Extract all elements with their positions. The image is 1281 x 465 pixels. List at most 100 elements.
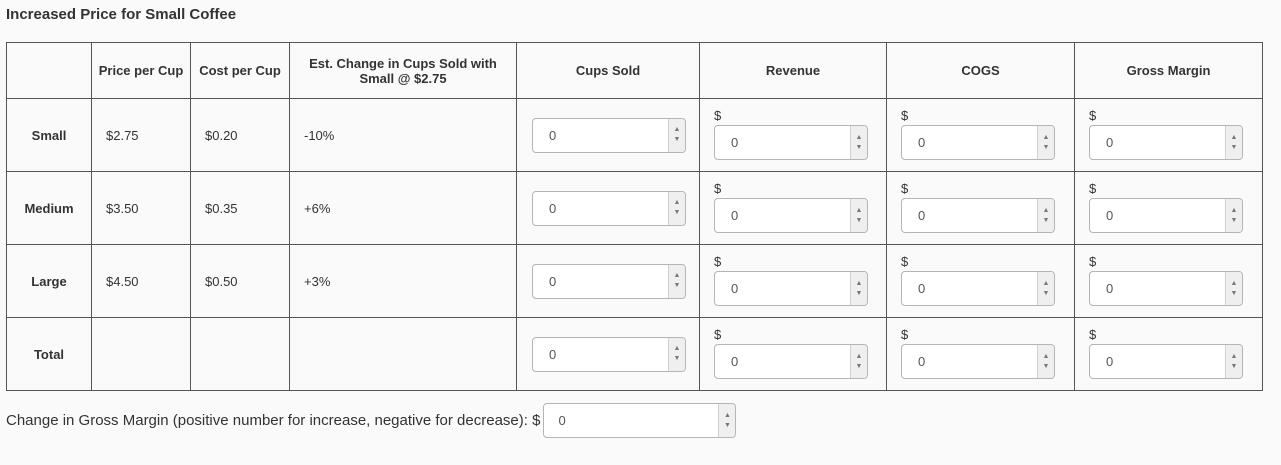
column-header: COGS (886, 42, 1075, 99)
est-change (289, 317, 517, 391)
spin-down-icon[interactable]: ▼ (1042, 216, 1050, 224)
currency-symbol: $ (714, 254, 722, 269)
spinner[interactable]: ▲ ▼ (718, 404, 736, 437)
column-header: Est. Change in Cups Sold with Small @ $2… (289, 42, 517, 99)
spin-up-icon[interactable]: ▲ (673, 272, 681, 279)
spin-up-icon[interactable]: ▲ (1042, 206, 1050, 214)
est-change: +6% (289, 171, 517, 245)
spinner[interactable]: ▲ ▼ (668, 264, 685, 298)
spin-down-icon[interactable]: ▼ (855, 143, 863, 151)
spinner[interactable]: ▲ ▼ (850, 199, 867, 232)
spin-up-icon[interactable]: ▲ (723, 411, 731, 419)
spin-up-icon[interactable]: ▲ (855, 352, 863, 360)
spin-down-icon[interactable]: ▼ (1230, 289, 1238, 297)
column-header (6, 42, 92, 99)
cogs-input[interactable]: 0 ▲ ▼ (901, 198, 1055, 233)
spin-down-icon[interactable]: ▼ (673, 282, 681, 289)
spin-up-icon[interactable]: ▲ (1042, 352, 1050, 360)
spin-down-icon[interactable]: ▼ (1230, 362, 1238, 370)
gross-margin-input[interactable]: 0 ▲ ▼ (1089, 125, 1243, 160)
spin-up-icon[interactable]: ▲ (673, 126, 681, 133)
spin-down-icon[interactable]: ▼ (1042, 289, 1050, 297)
revenue-input[interactable]: 0 ▲ ▼ (714, 125, 868, 160)
spin-down-icon[interactable]: ▼ (1042, 143, 1050, 151)
column-header: Cost per Cup (190, 42, 290, 99)
spinner[interactable]: ▲ ▼ (1037, 345, 1054, 378)
spinner[interactable]: ▲ ▼ (1225, 199, 1242, 232)
revenue-input[interactable]: 0 ▲ ▼ (714, 344, 868, 379)
spin-up-icon[interactable]: ▲ (1230, 279, 1238, 287)
cost-per-cup: $0.35 (190, 171, 290, 245)
page-title: Increased Price for Small Coffee (6, 6, 237, 23)
spin-down-icon[interactable]: ▼ (1230, 216, 1238, 224)
cogs-input[interactable]: 0 ▲ ▼ (901, 125, 1055, 160)
spinner[interactable]: ▲ ▼ (850, 126, 867, 159)
gross-margin-change-label: Change in Gross Margin (positive number … (6, 412, 541, 429)
spinner[interactable]: ▲ ▼ (668, 118, 685, 152)
spin-up-icon[interactable]: ▲ (673, 345, 681, 352)
revenue-input[interactable]: 0 ▲ ▼ (714, 271, 868, 306)
spin-up-icon[interactable]: ▲ (1042, 279, 1050, 287)
spin-up-icon[interactable]: ▲ (855, 279, 863, 287)
table-row: Large $4.50 $0.50 +3% 0 ▲ ▼ $0 ▲ ▼ $0 ▲ ▼ $0 ▲ ▼ (6, 244, 1263, 318)
price-per-cup: $3.50 (91, 171, 191, 245)
spin-down-icon[interactable]: ▼ (855, 362, 863, 370)
cups-sold-input[interactable]: 0 ▲ ▼ (532, 336, 686, 372)
spinner[interactable]: ▲ ▼ (1225, 272, 1242, 305)
spin-down-icon[interactable]: ▼ (1042, 362, 1050, 370)
spinner[interactable]: ▲ ▼ (1037, 126, 1054, 159)
spin-down-icon[interactable]: ▼ (855, 289, 863, 297)
gross-margin-change-input[interactable]: 0 ▲ ▼ (543, 403, 737, 438)
spin-down-icon[interactable]: ▼ (673, 136, 681, 143)
cups-sold-input[interactable]: 0 ▲ ▼ (532, 117, 686, 153)
spin-up-icon[interactable]: ▲ (673, 199, 681, 206)
spin-up-icon[interactable]: ▲ (1230, 352, 1238, 360)
spin-up-icon[interactable]: ▲ (855, 133, 863, 141)
spinner[interactable]: ▲ ▼ (1225, 345, 1242, 378)
spin-down-icon[interactable]: ▼ (673, 355, 681, 362)
price-per-cup: $4.50 (91, 244, 191, 318)
gross-margin-input[interactable]: 0 ▲ ▼ (1089, 271, 1243, 306)
spinner[interactable]: ▲ ▼ (668, 337, 685, 371)
price-per-cup (91, 317, 191, 391)
currency-symbol: $ (901, 327, 909, 342)
spinner[interactable]: ▲ ▼ (668, 191, 685, 225)
spinner[interactable]: ▲ ▼ (1225, 126, 1242, 159)
spinner[interactable]: ▲ ▼ (1037, 199, 1054, 232)
row-label: Total (6, 317, 92, 391)
currency-symbol: $ (1089, 254, 1097, 269)
spinner[interactable]: ▲ ▼ (850, 345, 867, 378)
spin-down-icon[interactable]: ▼ (723, 421, 731, 429)
currency-symbol: $ (714, 181, 722, 196)
revenue-input[interactable]: 0 ▲ ▼ (714, 198, 868, 233)
currency-symbol: $ (714, 327, 722, 342)
spin-up-icon[interactable]: ▲ (1042, 133, 1050, 141)
spin-down-icon[interactable]: ▼ (673, 209, 681, 216)
spin-down-icon[interactable]: ▼ (1230, 143, 1238, 151)
cogs-input[interactable]: 0 ▲ ▼ (901, 271, 1055, 306)
cups-sold-input[interactable]: 0 ▲ ▼ (532, 190, 686, 226)
est-change: +3% (289, 244, 517, 318)
currency-symbol: $ (901, 181, 909, 196)
table-row: Total 0 ▲ ▼ $0 ▲ ▼ $0 ▲ ▼ $0 ▲ ▼ (6, 317, 1263, 391)
spin-up-icon[interactable]: ▲ (1230, 133, 1238, 141)
column-header: Price per Cup (91, 42, 191, 99)
table-row: Medium $3.50 $0.35 +6% 0 ▲ ▼ $0 ▲ ▼ $0 ▲ ▼ $0 ▲ ▼ (6, 171, 1263, 245)
cogs-input[interactable]: 0 ▲ ▼ (901, 344, 1055, 379)
currency-symbol: $ (1089, 108, 1097, 123)
price-per-cup: $2.75 (91, 98, 191, 172)
gross-margin-input[interactable]: 0 ▲ ▼ (1089, 344, 1243, 379)
spin-up-icon[interactable]: ▲ (855, 206, 863, 214)
gross-margin-change: Change in Gross Margin (positive number … (6, 403, 737, 438)
cost-per-cup: $0.50 (190, 244, 290, 318)
spin-up-icon[interactable]: ▲ (1230, 206, 1238, 214)
cups-sold-input[interactable]: 0 ▲ ▼ (532, 263, 686, 299)
cost-per-cup: $0.20 (190, 98, 290, 172)
spinner[interactable]: ▲ ▼ (1037, 272, 1054, 305)
column-header: Cups Sold (516, 42, 700, 99)
cost-per-cup (190, 317, 290, 391)
spin-down-icon[interactable]: ▼ (855, 216, 863, 224)
gross-margin-input[interactable]: 0 ▲ ▼ (1089, 198, 1243, 233)
row-label: Medium (6, 171, 92, 245)
spinner[interactable]: ▲ ▼ (850, 272, 867, 305)
